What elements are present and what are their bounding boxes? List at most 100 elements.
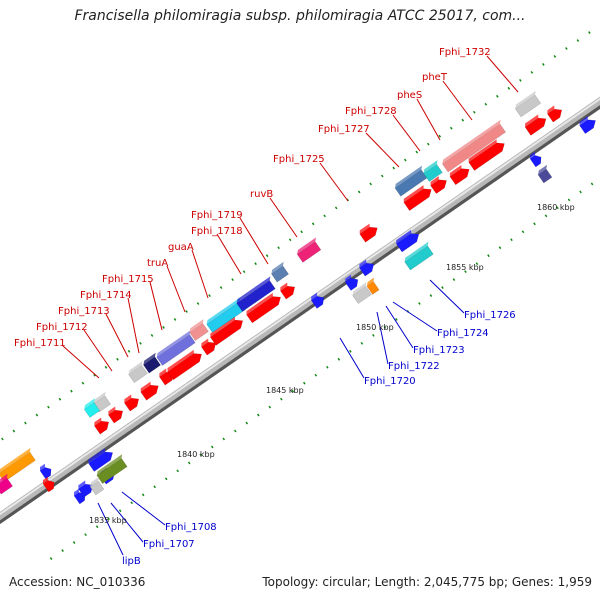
tick-mark: [579, 190, 582, 194]
tick-mark: [300, 230, 303, 234]
gene-box[interactable]: [403, 241, 436, 271]
tick-mark: [415, 150, 419, 154]
gene-label-fphi-1726[interactable]: Fphi_1726: [464, 310, 516, 321]
gene-label-fphi-1724[interactable]: Fphi_1724: [437, 328, 489, 339]
gene-arrow[interactable]: [358, 221, 380, 243]
gene-arrow[interactable]: [123, 392, 142, 412]
gene-arrow[interactable]: [467, 137, 507, 171]
gene-label-fphi-1711[interactable]: Fphi_1711: [14, 338, 66, 349]
tick-mark: [357, 190, 361, 194]
gene-arrow[interactable]: [528, 151, 544, 168]
label-leaders: [62, 55, 519, 556]
gene-label-fphi-1715[interactable]: Fphi_1715: [102, 274, 154, 285]
kbp-tick-1840: 1840 kbp: [177, 450, 215, 459]
gene-label-fphi-1722[interactable]: Fphi_1722: [388, 361, 440, 372]
gene-arrow[interactable]: [139, 379, 161, 401]
tick-mark: [233, 429, 237, 433]
gene-box[interactable]: [235, 276, 278, 312]
gene-label-fphi-1727[interactable]: Fphi_1727: [318, 124, 370, 135]
tick-mark: [81, 381, 85, 385]
gene-label-trua[interactable]: truA: [147, 258, 168, 269]
label-leader-line: [97, 502, 124, 556]
tick-mark: [256, 413, 260, 417]
gene-box[interactable]: [422, 160, 445, 183]
gene-label-fphi-1714[interactable]: Fphi_1714: [80, 290, 132, 301]
gene-box[interactable]: [142, 352, 163, 374]
gene-label-fphi-1732[interactable]: Fphi_1732: [439, 47, 491, 58]
gene-label-fphi-1712[interactable]: Fphi_1712: [36, 322, 88, 333]
gene-arrow[interactable]: [166, 348, 205, 381]
gene-arrow[interactable]: [310, 291, 327, 309]
gene-box[interactable]: [188, 319, 211, 342]
gene-label-fphi-1718[interactable]: Fphi_1718: [191, 226, 243, 237]
gene-arrow[interactable]: [395, 228, 422, 253]
tick-mark: [395, 318, 398, 321]
tick-mark: [24, 421, 27, 425]
label-leader-line: [166, 265, 186, 313]
gene-box[interactable]: [441, 119, 508, 173]
gene-label-lipb[interactable]: lipB: [122, 556, 141, 567]
gene-arrow[interactable]: [358, 257, 377, 277]
tick-mark: [438, 134, 442, 138]
gene-label-phet[interactable]: pheT: [422, 72, 448, 83]
gene-box[interactable]: [0, 473, 15, 495]
gene-arrow[interactable]: [87, 446, 116, 472]
gene-label-fphi-1707[interactable]: Fphi_1707: [143, 539, 195, 550]
gene-box[interactable]: [88, 476, 106, 496]
gene-arrow[interactable]: [200, 336, 219, 356]
tick-mark: [70, 389, 73, 393]
gene-arrow[interactable]: [402, 183, 434, 211]
tick-mark: [254, 262, 257, 266]
gene-label-phes[interactable]: pheS: [397, 90, 422, 101]
tick-mark: [231, 278, 234, 282]
map-title: Francisella philomiragia subsp. philomir…: [74, 8, 526, 24]
gene-arrow[interactable]: [41, 476, 57, 493]
label-leader-line: [385, 305, 414, 349]
gene-box[interactable]: [155, 330, 198, 366]
gene-box[interactable]: [365, 277, 381, 295]
gene-box[interactable]: [83, 398, 103, 418]
gene-label-ruvb[interactable]: ruvB: [250, 189, 273, 200]
gene-arrow[interactable]: [93, 415, 112, 435]
gene-arrow[interactable]: [279, 280, 298, 300]
tick-mark: [12, 429, 16, 433]
gene-arrow[interactable]: [245, 291, 284, 324]
gene-arrow[interactable]: [546, 103, 565, 123]
gene-box[interactable]: [514, 90, 544, 118]
gene-arrow[interactable]: [429, 174, 450, 195]
tick-mark: [277, 246, 280, 250]
tick-mark: [49, 557, 53, 560]
tick-mark: [360, 341, 364, 345]
gene-arrow[interactable]: [38, 463, 54, 480]
gene-arrow[interactable]: [72, 488, 88, 505]
tick-mark: [130, 501, 133, 505]
gene-label-fphi-1708[interactable]: Fphi_1708: [165, 522, 217, 533]
gene-label-guaa[interactable]: guaA: [168, 242, 194, 253]
gene-label-fphi-1719[interactable]: Fphi_1719: [191, 210, 243, 221]
tick-mark: [104, 365, 108, 369]
tick-mark: [418, 302, 421, 305]
tick-mark: [219, 286, 223, 289]
gene-box[interactable]: [127, 361, 150, 384]
label-leader-line: [429, 279, 465, 314]
label-leader-line: [319, 162, 349, 202]
gene-label-fphi-1723[interactable]: Fphi_1723: [413, 345, 465, 356]
gene-arrow[interactable]: [523, 112, 548, 136]
gene-arrow[interactable]: [578, 114, 599, 135]
gene-label-fphi-1713[interactable]: Fphi_1713: [58, 306, 110, 317]
gene-box[interactable]: [95, 454, 130, 484]
gene-label-fphi-1725[interactable]: Fphi_1725: [273, 154, 325, 165]
gene-arrow[interactable]: [344, 273, 361, 291]
gene-box[interactable]: [351, 282, 374, 305]
gene-box[interactable]: [536, 164, 554, 184]
gene-arrow[interactable]: [107, 404, 126, 424]
gene-box[interactable]: [270, 261, 291, 283]
gene-arrow[interactable]: [448, 163, 472, 186]
gene-box[interactable]: [0, 447, 38, 483]
gene-box[interactable]: [295, 237, 323, 263]
gene-label-fphi-1720[interactable]: Fphi_1720: [364, 376, 416, 387]
tick-mark: [245, 421, 249, 425]
gene-arrow[interactable]: [209, 314, 246, 346]
gene-label-fphi-1728[interactable]: Fphi_1728: [345, 106, 397, 117]
